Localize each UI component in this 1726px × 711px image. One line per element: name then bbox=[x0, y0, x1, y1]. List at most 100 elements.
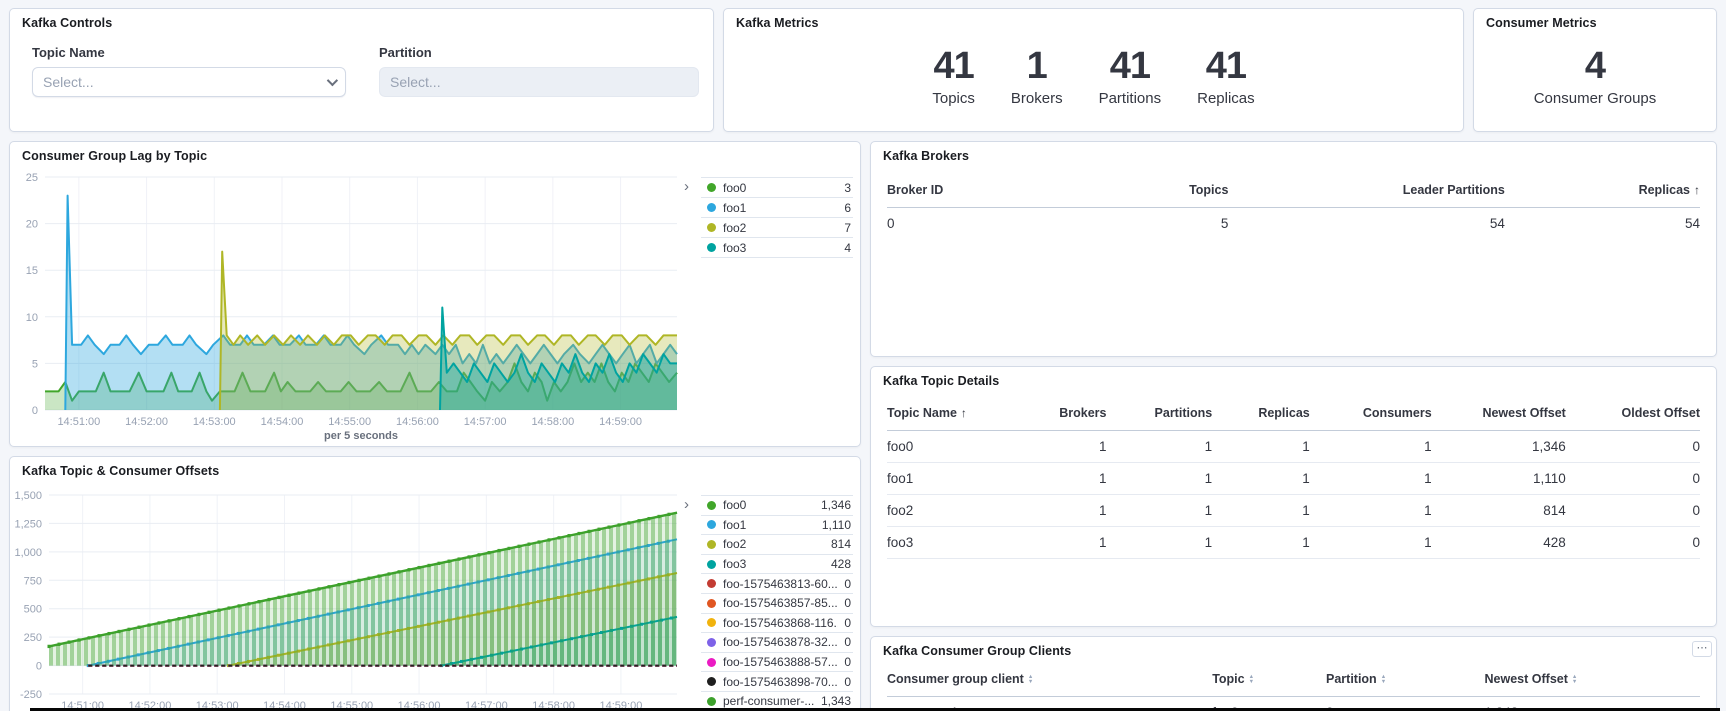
legend-item[interactable]: foo16 bbox=[701, 198, 853, 218]
table-cell: 1 bbox=[1107, 527, 1213, 559]
table-header-cell[interactable]: Partition ▲▼ bbox=[1326, 663, 1485, 697]
legend-item[interactable]: foo-1575463813-60...0 bbox=[701, 574, 853, 594]
legend-expand-icon[interactable]: › bbox=[684, 179, 689, 195]
table-cell: foo3 bbox=[887, 527, 1017, 559]
table-header-cell[interactable]: Replicas↑ bbox=[1505, 174, 1700, 208]
svg-text:14:57:00: 14:57:00 bbox=[464, 416, 507, 428]
table-header-cell[interactable]: Topic▲▼ bbox=[1212, 663, 1326, 697]
legend-series-value: 0 bbox=[838, 616, 851, 630]
legend-item[interactable]: foo27 bbox=[701, 218, 853, 238]
column-label: Replicas bbox=[1258, 406, 1309, 420]
column-label: Partition bbox=[1326, 672, 1377, 686]
column-label: Newest Offset bbox=[1485, 672, 1568, 686]
legend-swatch-icon bbox=[707, 697, 716, 706]
table-cell: 0 bbox=[1566, 495, 1700, 527]
table-cell: 1 bbox=[1107, 431, 1213, 463]
legend-item[interactable]: foo2814 bbox=[701, 535, 853, 555]
legend-swatch-icon bbox=[707, 599, 716, 608]
topic-consumer-offsets-panel: Kafka Topic & Consumer Offsets -25002505… bbox=[9, 456, 861, 711]
legend-series-value: 3 bbox=[838, 181, 851, 195]
lag-chart-legend: ›foo03foo16foo27foo34 bbox=[701, 177, 853, 258]
metric-value: 1 bbox=[1011, 45, 1063, 87]
svg-text:-250: -250 bbox=[20, 689, 42, 701]
panel-title: Kafka Metrics bbox=[736, 16, 819, 30]
legend-item[interactable]: foo11,110 bbox=[701, 516, 853, 536]
table-row: 055454 bbox=[887, 208, 1700, 240]
offsets-chart-plot: -25002505007501,0001,2501,50014:51:0014:… bbox=[14, 489, 686, 711]
table-cell: 428 bbox=[1432, 527, 1566, 559]
table-cell: 0 bbox=[1566, 527, 1700, 559]
legend-item[interactable]: foo3428 bbox=[701, 555, 853, 575]
legend-item[interactable]: foo01,346 bbox=[701, 496, 853, 516]
sort-ascending-icon: ↑ bbox=[961, 406, 967, 420]
metric-label: Brokers bbox=[1011, 89, 1063, 109]
table-header-cell[interactable]: Broker ID bbox=[887, 174, 1115, 208]
table-header-cell[interactable]: Replicas bbox=[1212, 397, 1310, 431]
legend-item[interactable]: foo-1575463898-70...0 bbox=[701, 672, 853, 692]
table-header-cell[interactable]: Partitions bbox=[1107, 397, 1213, 431]
metric-replicas: 41 Replicas bbox=[1197, 45, 1255, 109]
offsets-chart-legend: ›foo01,346foo11,110foo2814foo3428foo-157… bbox=[701, 495, 853, 711]
legend-swatch-icon bbox=[707, 520, 716, 529]
legend-item[interactable]: foo-1575463888-57...0 bbox=[701, 653, 853, 673]
column-label: Consumers bbox=[1363, 406, 1432, 420]
table-row: foo111111,1100 bbox=[887, 463, 1700, 495]
metric-consumer-groups: 4 Consumer Groups bbox=[1534, 45, 1657, 109]
table-cell: 1,346 bbox=[1432, 431, 1566, 463]
sort-ascending-icon: ↑ bbox=[1694, 183, 1700, 197]
table-cell: 5 bbox=[1115, 208, 1229, 240]
legend-item[interactable]: foo34 bbox=[701, 238, 853, 258]
svg-text:14:55:00: 14:55:00 bbox=[328, 416, 371, 428]
table-cell: 1 bbox=[1212, 463, 1310, 495]
topic-name-select[interactable]: Select... bbox=[32, 67, 346, 97]
sort-toggle-icon: ▲▼ bbox=[1572, 675, 1577, 685]
legend-item[interactable]: foo-1575463868-116...0 bbox=[701, 614, 853, 634]
column-label: Consumer group client bbox=[887, 672, 1024, 686]
column-label: Newest Offset bbox=[1482, 406, 1565, 420]
metric-label: Consumer Groups bbox=[1534, 89, 1657, 109]
table-header-cell[interactable]: Consumer group client▲▼ bbox=[887, 663, 1212, 697]
table-header-cell[interactable]: Consumers bbox=[1310, 397, 1432, 431]
table-cell: 1 bbox=[1310, 431, 1432, 463]
legend-swatch-icon bbox=[707, 540, 716, 549]
table-header-cell[interactable]: Topics bbox=[1115, 174, 1229, 208]
metric-value: 41 bbox=[932, 45, 975, 87]
table-cell: 1,110 bbox=[1432, 463, 1566, 495]
legend-swatch-icon bbox=[707, 658, 716, 667]
table-header-cell[interactable]: Newest Offset ▲▼ bbox=[1485, 663, 1700, 697]
legend-item[interactable]: foo-1575463857-85...0 bbox=[701, 594, 853, 614]
panel-title: Kafka Controls bbox=[22, 16, 112, 30]
legend-series-value: 0 bbox=[838, 596, 851, 610]
table-header-cell[interactable]: Brokers bbox=[1017, 397, 1106, 431]
table-header-cell[interactable]: Oldest Offset bbox=[1566, 397, 1700, 431]
table-header-cell[interactable]: Newest Offset bbox=[1432, 397, 1566, 431]
metric-value: 41 bbox=[1197, 45, 1255, 87]
legend-expand-icon[interactable]: › bbox=[684, 497, 689, 513]
table-row: foo311114280 bbox=[887, 527, 1700, 559]
legend-item[interactable]: foo-1575463878-32...0 bbox=[701, 633, 853, 653]
legend-series-name: foo-1575463857-85... bbox=[723, 596, 838, 610]
table-cell: 1 bbox=[1310, 527, 1432, 559]
table-header-cell[interactable]: Topic Name↑ bbox=[887, 397, 1017, 431]
table-cell: 0 bbox=[1566, 431, 1700, 463]
svg-text:20: 20 bbox=[26, 219, 38, 231]
legend-swatch-icon bbox=[707, 638, 716, 647]
kafka-brokers-panel: Kafka Brokers Broker IDTopicsLeader Part… bbox=[870, 141, 1717, 357]
svg-text:25: 25 bbox=[26, 172, 38, 184]
lag-chart-plot: 051015202514:51:0014:52:0014:53:0014:54:… bbox=[14, 166, 686, 447]
metric-label: Replicas bbox=[1197, 89, 1255, 109]
partition-select[interactable]: Select... bbox=[379, 67, 699, 97]
column-label: Brokers bbox=[1059, 406, 1106, 420]
panel-options-button[interactable]: ⋯ bbox=[1692, 641, 1712, 657]
sort-toggle-icon: ▲▼ bbox=[1381, 675, 1386, 685]
table-cell: 1 bbox=[1310, 463, 1432, 495]
data-table: Broker IDTopicsLeader PartitionsReplicas… bbox=[887, 174, 1700, 239]
table-cell: 1 bbox=[1310, 495, 1432, 527]
brokers-table: Broker IDTopicsLeader PartitionsReplicas… bbox=[887, 174, 1700, 239]
legend-item[interactable]: foo03 bbox=[701, 178, 853, 198]
table-cell: 1 bbox=[1107, 495, 1213, 527]
svg-text:0: 0 bbox=[36, 661, 42, 673]
panel-title: Consumer Metrics bbox=[1486, 16, 1597, 30]
legend-series-value: 428 bbox=[825, 557, 851, 571]
table-header-cell[interactable]: Leader Partitions bbox=[1228, 174, 1504, 208]
